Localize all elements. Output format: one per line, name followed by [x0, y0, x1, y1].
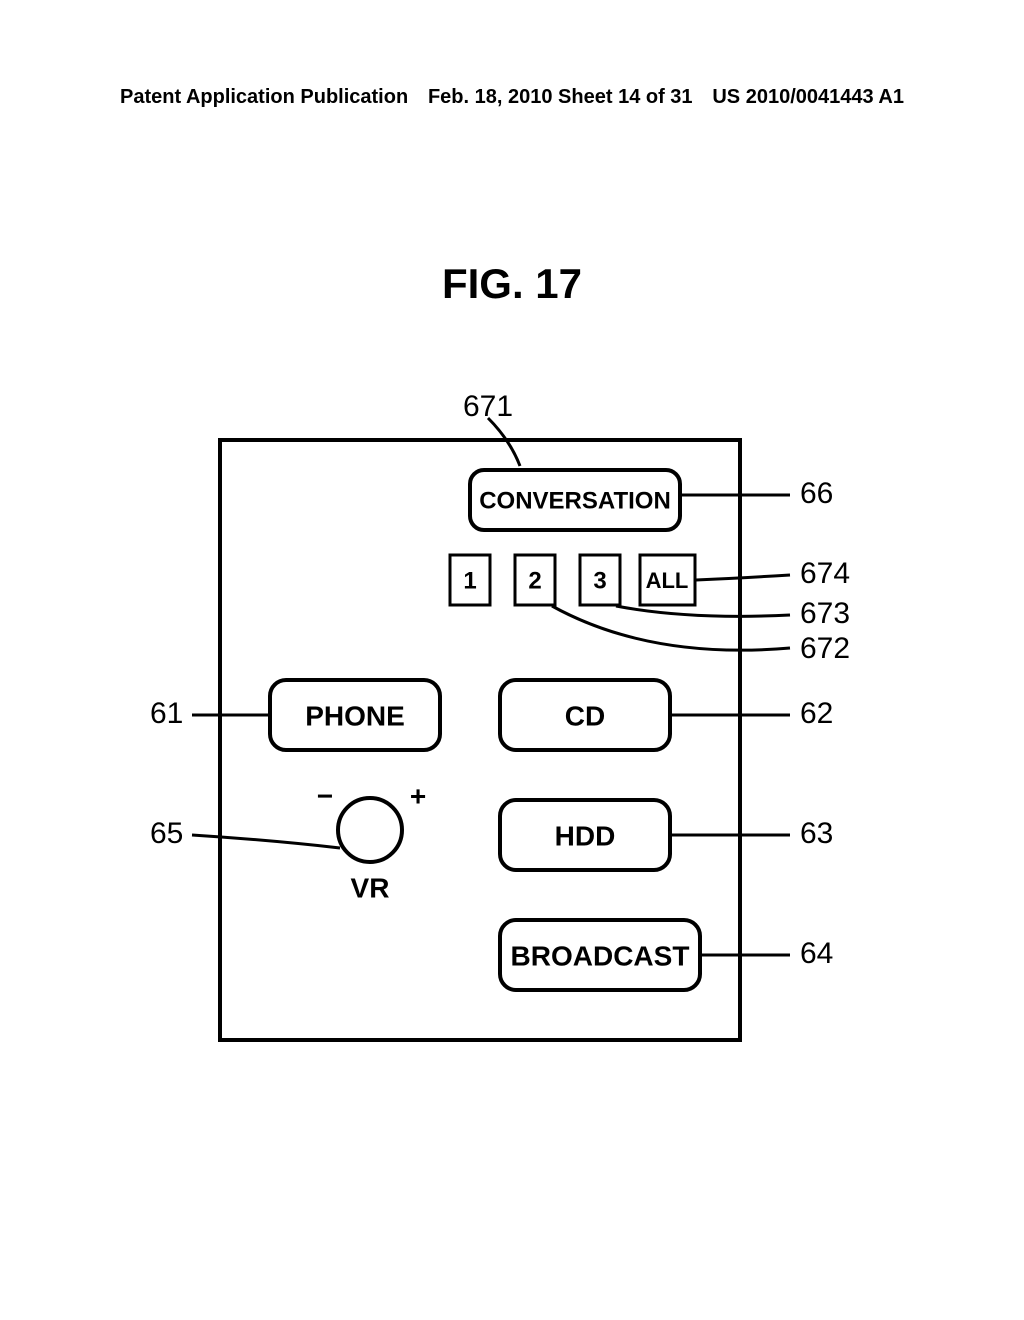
svg-text:61: 61: [150, 697, 183, 730]
svg-text:3: 3: [593, 567, 606, 594]
ref-671: 671: [463, 390, 520, 466]
page-header: Patent Application Publication Feb. 18, …: [0, 86, 1024, 109]
svg-text:65: 65: [150, 817, 183, 850]
cd-button[interactable]: CD: [500, 680, 670, 750]
svg-text:CONVERSATION: CONVERSATION: [479, 487, 671, 514]
preset-2-button[interactable]: 2: [515, 555, 555, 605]
svg-text:PHONE: PHONE: [305, 700, 405, 731]
svg-text:+: +: [410, 780, 426, 811]
phone-button[interactable]: PHONE: [270, 680, 440, 750]
svg-text:VR: VR: [351, 872, 390, 903]
svg-text:674: 674: [800, 557, 850, 590]
svg-text:−: −: [317, 780, 333, 811]
svg-text:671: 671: [463, 390, 513, 423]
header-right: US 2010/0041443 A1: [712, 86, 904, 109]
svg-text:1: 1: [463, 567, 476, 594]
ref-65: 65: [150, 817, 340, 850]
conversation-button[interactable]: CONVERSATION: [470, 470, 680, 530]
hdd-button[interactable]: HDD: [500, 800, 670, 870]
svg-text:HDD: HDD: [555, 820, 616, 851]
ref-64: 64: [702, 937, 833, 970]
preset-1-button[interactable]: 1: [450, 555, 490, 605]
vr-knob[interactable]: − + VR: [317, 780, 426, 903]
header-left: Patent Application Publication: [120, 86, 408, 109]
figure-diagram: CONVERSATION 1 2 3 ALL PHONE CD HDD BROA…: [120, 380, 900, 1080]
ref-66: 66: [682, 477, 833, 510]
figure-title: FIG. 17: [0, 260, 1024, 308]
header-center: Feb. 18, 2010 Sheet 14 of 31: [428, 86, 693, 109]
svg-text:BROADCAST: BROADCAST: [511, 940, 690, 971]
ref-61: 61: [150, 697, 268, 730]
svg-text:63: 63: [800, 817, 833, 850]
broadcast-button[interactable]: BROADCAST: [500, 920, 700, 990]
svg-text:672: 672: [800, 632, 850, 665]
ref-62: 62: [672, 697, 833, 730]
svg-text:673: 673: [800, 597, 850, 630]
ref-674: 674: [696, 557, 850, 590]
preset-all-button[interactable]: ALL: [640, 555, 695, 605]
svg-text:ALL: ALL: [646, 568, 689, 593]
svg-text:62: 62: [800, 697, 833, 730]
svg-text:2: 2: [528, 567, 541, 594]
ref-63: 63: [672, 817, 833, 850]
svg-text:CD: CD: [565, 700, 605, 731]
preset-3-button[interactable]: 3: [580, 555, 620, 605]
svg-text:66: 66: [800, 477, 833, 510]
svg-text:64: 64: [800, 937, 833, 970]
